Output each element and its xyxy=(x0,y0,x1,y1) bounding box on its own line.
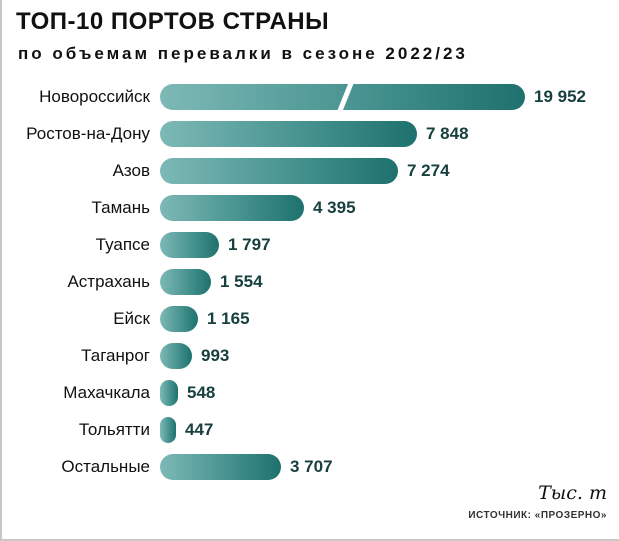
bar-category-label: Махачкала xyxy=(63,382,150,402)
bar xyxy=(160,453,281,480)
bar-value-label: 548 xyxy=(187,382,216,402)
bar-value-label: 993 xyxy=(201,345,230,365)
bar xyxy=(160,342,192,369)
chart-row: Махачкала 548 xyxy=(2,374,619,411)
bar xyxy=(160,79,525,114)
bar-value-label: 1 165 xyxy=(207,308,250,328)
bar-value-label: 1 797 xyxy=(228,234,271,254)
chart-row: Ростов-на-Дону 7 848 xyxy=(2,115,619,152)
bar-value-label: 7 274 xyxy=(407,160,450,180)
bar-value-label: 7 848 xyxy=(426,123,469,143)
chart-row: Ейск 1 165 xyxy=(2,300,619,337)
chart-subtitle: по объемам перевалки в сезоне 2022/23 xyxy=(18,44,468,63)
bar-category-label: Новороссийск xyxy=(39,86,150,106)
bar-value-label: 1 554 xyxy=(220,271,263,291)
bar-category-label: Остальные xyxy=(61,456,150,476)
bar xyxy=(160,157,398,184)
chart-row: Остальные 3 707 xyxy=(2,448,619,485)
bar xyxy=(160,416,176,443)
chart-row: Новороссийск 19 952 xyxy=(2,78,619,115)
bar xyxy=(160,305,198,332)
chart-footer: Тыс. т ИСТОЧНИК: «ПРОЗЕРНО» xyxy=(468,482,607,521)
bar xyxy=(160,268,211,295)
bar-category-label: Тольятти xyxy=(78,419,150,439)
chart-header: ТОП-10 ПОРТОВ СТРАНЫ по объемам перевалк… xyxy=(2,0,619,64)
chart-row: Тамань 4 395 xyxy=(2,189,619,226)
axis-break-marker xyxy=(336,79,355,114)
chart-title: ТОП-10 ПОРТОВ СТРАНЫ xyxy=(16,8,330,35)
chart-row: Таганрог 993 xyxy=(2,337,619,374)
chart-row: Азов 7 274 xyxy=(2,152,619,189)
bar xyxy=(160,194,304,221)
chart-row: Туапсе 1 797 xyxy=(2,226,619,263)
chart-row: Тольятти 447 xyxy=(2,411,619,448)
source-label: ИСТОЧНИК: «ПРОЗЕРНО» xyxy=(468,510,607,521)
bar xyxy=(160,120,417,147)
bar-value-label: 4 395 xyxy=(313,197,356,217)
bar xyxy=(160,231,219,258)
unit-label: Тыс. т xyxy=(538,482,607,504)
bar-value-label: 19 952 xyxy=(534,86,586,106)
bar-category-label: Ейск xyxy=(113,308,150,328)
bar-category-label: Туапсе xyxy=(95,234,150,254)
bar-category-label: Тамань xyxy=(91,197,150,217)
bar-category-label: Астрахань xyxy=(67,271,150,291)
bar-value-label: 3 707 xyxy=(290,456,333,476)
bar-value-label: 447 xyxy=(185,419,214,439)
bar-chart: Новороссийск 19 952 Ростов-на-Дону 7 848 Азо… xyxy=(2,78,619,485)
bar xyxy=(160,379,178,406)
bar-category-label: Азов xyxy=(112,160,150,180)
bar-category-label: Таганрог xyxy=(81,345,150,365)
bar-category-label: Ростов-на-Дону xyxy=(26,123,150,143)
chart-row: Астрахань 1 554 xyxy=(2,263,619,300)
